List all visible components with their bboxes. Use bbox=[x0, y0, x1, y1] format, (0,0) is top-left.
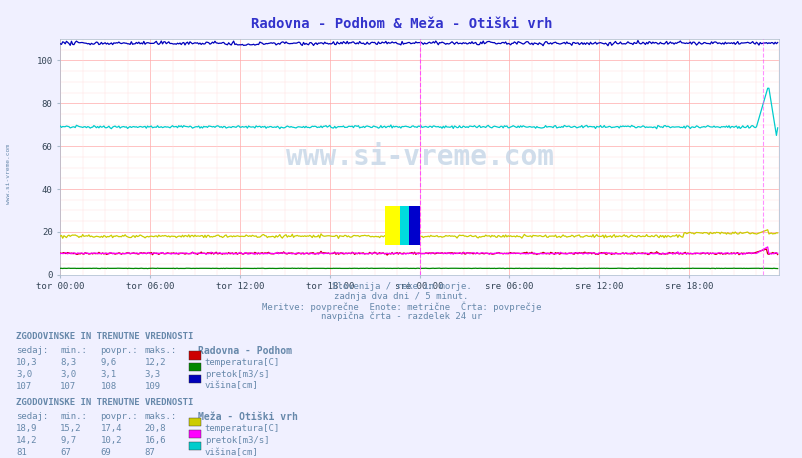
Text: povpr.:: povpr.: bbox=[100, 412, 138, 421]
Text: 9,7: 9,7 bbox=[60, 436, 76, 445]
Text: 16,6: 16,6 bbox=[144, 436, 166, 445]
Text: 15,2: 15,2 bbox=[60, 424, 82, 433]
Text: ZGODOVINSKE IN TRENUTNE VREDNOSTI: ZGODOVINSKE IN TRENUTNE VREDNOSTI bbox=[16, 332, 193, 341]
Text: maks.:: maks.: bbox=[144, 412, 176, 421]
Text: zadnja dva dni / 5 minut.: zadnja dva dni / 5 minut. bbox=[334, 292, 468, 301]
Text: 20,8: 20,8 bbox=[144, 424, 166, 433]
Text: navpična črta - razdelek 24 ur: navpična črta - razdelek 24 ur bbox=[321, 312, 481, 322]
Text: 87: 87 bbox=[144, 448, 155, 457]
Text: temperatura[C]: temperatura[C] bbox=[205, 358, 280, 367]
Text: 3,0: 3,0 bbox=[60, 370, 76, 379]
Text: Meritve: povprečne  Enote: metrične  Črta: povprečje: Meritve: povprečne Enote: metrične Črta:… bbox=[261, 302, 541, 312]
Text: sedaj:: sedaj: bbox=[16, 346, 48, 355]
Text: 17,4: 17,4 bbox=[100, 424, 122, 433]
Text: 109: 109 bbox=[144, 382, 160, 391]
Text: Slovenija / reke in morje.: Slovenija / reke in morje. bbox=[331, 282, 471, 291]
Text: 10,2: 10,2 bbox=[100, 436, 122, 445]
Text: pretok[m3/s]: pretok[m3/s] bbox=[205, 370, 269, 379]
Bar bbox=[408, 206, 419, 245]
Text: 3,3: 3,3 bbox=[144, 370, 160, 379]
Text: Radovna - Podhom: Radovna - Podhom bbox=[198, 346, 292, 356]
Text: pretok[m3/s]: pretok[m3/s] bbox=[205, 436, 269, 445]
Text: višina[cm]: višina[cm] bbox=[205, 382, 258, 391]
Text: 8,3: 8,3 bbox=[60, 358, 76, 367]
Text: 107: 107 bbox=[60, 382, 76, 391]
Text: 81: 81 bbox=[16, 448, 26, 457]
Text: Radovna - Podhom & Meža - Otiški vrh: Radovna - Podhom & Meža - Otiški vrh bbox=[250, 17, 552, 32]
Text: 12,2: 12,2 bbox=[144, 358, 166, 367]
Text: 18,9: 18,9 bbox=[16, 424, 38, 433]
Text: 9,6: 9,6 bbox=[100, 358, 116, 367]
Text: 10,3: 10,3 bbox=[16, 358, 38, 367]
Text: www.si-vreme.com: www.si-vreme.com bbox=[286, 143, 553, 171]
Text: 107: 107 bbox=[16, 382, 32, 391]
Text: www.si-vreme.com: www.si-vreme.com bbox=[6, 144, 11, 204]
Text: sedaj:: sedaj: bbox=[16, 412, 48, 421]
Text: maks.:: maks.: bbox=[144, 346, 176, 355]
Text: 3,0: 3,0 bbox=[16, 370, 32, 379]
Bar bbox=[400, 206, 408, 245]
Bar bbox=[384, 206, 400, 245]
Text: Meža - Otiški vrh: Meža - Otiški vrh bbox=[198, 412, 298, 422]
Text: 67: 67 bbox=[60, 448, 71, 457]
Text: min.:: min.: bbox=[60, 346, 87, 355]
Text: višina[cm]: višina[cm] bbox=[205, 448, 258, 457]
Text: 14,2: 14,2 bbox=[16, 436, 38, 445]
Text: 108: 108 bbox=[100, 382, 116, 391]
Text: temperatura[C]: temperatura[C] bbox=[205, 424, 280, 433]
Text: 3,1: 3,1 bbox=[100, 370, 116, 379]
Text: povpr.:: povpr.: bbox=[100, 346, 138, 355]
Text: 69: 69 bbox=[100, 448, 111, 457]
Text: min.:: min.: bbox=[60, 412, 87, 421]
Text: ZGODOVINSKE IN TRENUTNE VREDNOSTI: ZGODOVINSKE IN TRENUTNE VREDNOSTI bbox=[16, 398, 193, 408]
